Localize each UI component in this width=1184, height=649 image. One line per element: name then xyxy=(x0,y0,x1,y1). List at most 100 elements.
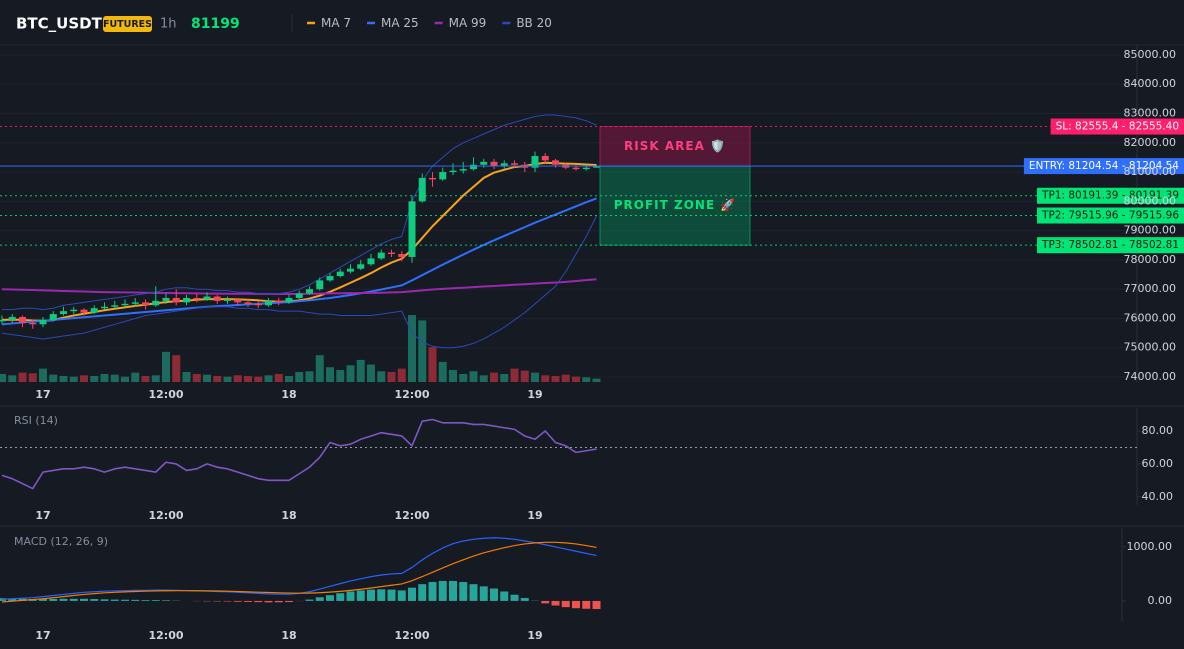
y-tick-label: 80.00 xyxy=(1142,424,1174,437)
volume-bar xyxy=(510,368,519,382)
volume-bar xyxy=(203,374,211,382)
volume-bar xyxy=(141,375,150,382)
level-label-bg xyxy=(1050,118,1184,135)
histogram-bar xyxy=(510,594,519,601)
candle-body xyxy=(367,258,375,265)
volume-bar xyxy=(274,373,283,382)
level-label-bg xyxy=(1037,187,1184,204)
volume-bar xyxy=(346,365,355,382)
histogram-bar xyxy=(346,591,355,601)
candle-body xyxy=(29,322,37,325)
histogram-bar xyxy=(110,599,119,601)
candle-body xyxy=(470,164,477,170)
histogram-bar xyxy=(264,600,273,603)
histogram-bar xyxy=(285,600,293,603)
histogram-bar xyxy=(377,589,386,601)
volume-bar xyxy=(449,369,457,382)
candle-body xyxy=(490,161,498,167)
level-label: TP2: 79515.96 - 79515.96 xyxy=(1041,210,1179,222)
candle-body xyxy=(39,319,47,325)
y-tick-label: 76000.00 xyxy=(1124,311,1177,324)
x-tick-label: 19 xyxy=(527,509,542,522)
candle-body xyxy=(582,167,590,170)
candle-body xyxy=(572,167,580,170)
volume-bar xyxy=(254,376,263,382)
volume-bar xyxy=(182,371,191,382)
candle-body xyxy=(408,201,416,257)
candle-body xyxy=(398,254,406,257)
volume-bar xyxy=(90,375,99,382)
candle-body xyxy=(429,177,436,180)
histogram-bar xyxy=(8,598,17,601)
histogram-bar xyxy=(541,600,550,604)
zone-label: RISK AREA 🛡️ xyxy=(624,139,726,153)
candle-body xyxy=(439,172,447,180)
volume-bar xyxy=(367,364,375,382)
legend-label: MA 99 xyxy=(449,16,487,30)
zone xyxy=(599,165,751,246)
volume-bar xyxy=(500,373,509,382)
histogram-bar xyxy=(305,599,314,601)
badge: FUTURES xyxy=(103,19,152,30)
volume-bar xyxy=(551,375,560,382)
candle-body xyxy=(306,289,313,294)
volume-bar xyxy=(100,373,109,382)
x-tick-label: 19 xyxy=(527,388,542,401)
volume-bar xyxy=(418,320,427,382)
x-tick-label: 17 xyxy=(35,388,50,401)
histogram-bar xyxy=(336,593,345,601)
volume-bar xyxy=(490,372,498,382)
x-tick-label: 17 xyxy=(35,509,50,522)
candle-body xyxy=(593,166,600,168)
histogram-bar xyxy=(223,600,232,602)
histogram-bar xyxy=(561,600,570,608)
histogram-bar xyxy=(59,598,68,601)
histogram-bar xyxy=(551,600,560,606)
panel-title: MACD (12, 26, 9) xyxy=(14,535,108,548)
candle-body xyxy=(90,308,98,313)
candle-body xyxy=(234,299,242,303)
candle-body xyxy=(49,314,57,320)
candle-body xyxy=(152,300,160,306)
volume-bar xyxy=(121,376,129,382)
zone-label: PROFIT ZONE 🚀 xyxy=(614,198,737,212)
volume-bar xyxy=(479,375,488,382)
volume-bar xyxy=(469,371,478,382)
volume-bar xyxy=(408,315,416,382)
volume-bar xyxy=(213,375,222,382)
candle-body xyxy=(0,319,6,322)
histogram-bar xyxy=(121,599,129,601)
x-tick-label: 12:00 xyxy=(394,629,429,642)
rsi-line xyxy=(1,418,597,490)
volume-bar xyxy=(151,375,160,382)
histogram-bar xyxy=(500,591,509,601)
candle-body xyxy=(295,293,303,298)
panel-title: RSI (14) xyxy=(14,414,58,427)
candle-body xyxy=(511,163,518,165)
histogram-bar xyxy=(100,599,109,601)
x-tick-label: 12:00 xyxy=(148,388,183,401)
histogram-bar xyxy=(397,590,406,601)
candle-body xyxy=(162,297,170,301)
histogram-bar xyxy=(356,590,365,601)
volume-bar xyxy=(264,375,273,382)
volume-bar xyxy=(459,373,468,382)
histogram-bar xyxy=(244,600,252,602)
histogram-bar xyxy=(233,600,242,602)
volume-bar xyxy=(244,375,252,382)
volume-bar xyxy=(336,369,345,382)
level-label-bg xyxy=(1023,158,1184,175)
level-label-bg xyxy=(1037,237,1184,254)
volume-bar xyxy=(326,367,334,382)
volume-bar xyxy=(223,376,232,382)
x-tick-label: 12:00 xyxy=(148,629,183,642)
y-tick-label: 60.00 xyxy=(1142,457,1174,470)
volume-bar xyxy=(110,374,119,382)
candle-body xyxy=(377,252,385,259)
candle-body xyxy=(336,271,344,277)
bollinger-lower xyxy=(1,215,597,349)
candle-body xyxy=(459,169,467,171)
volume-bar xyxy=(80,375,88,382)
